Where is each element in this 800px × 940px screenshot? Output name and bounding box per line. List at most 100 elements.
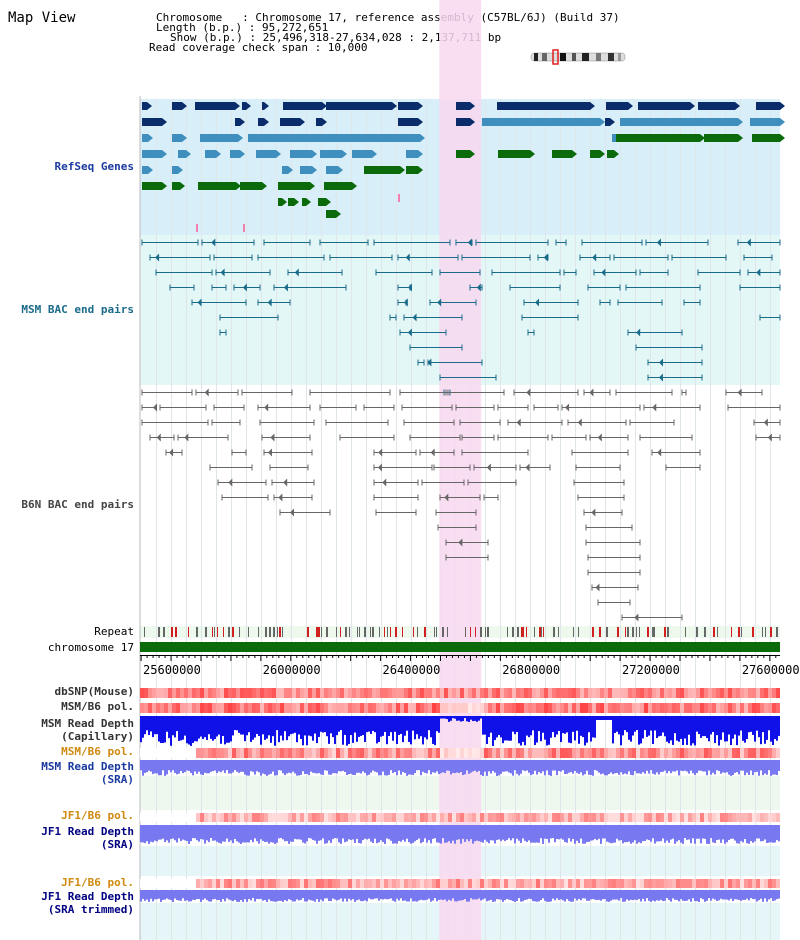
depth-bar — [472, 760, 474, 772]
heat-cell — [336, 879, 340, 888]
track-label-msm-bac[interactable]: MSM BAC end pairs — [21, 303, 134, 316]
depth-bar — [144, 716, 146, 735]
heat-cell — [436, 748, 440, 758]
depth-bar — [680, 825, 682, 843]
depth-bar — [702, 760, 704, 772]
depth-bar — [598, 716, 600, 720]
heat-cell — [440, 879, 444, 888]
track-label-msm-pol-2[interactable]: MSM/B6 pol. — [61, 745, 134, 758]
track-label-jf1-depth-trim-1[interactable]: JF1 Read Depth — [41, 890, 134, 903]
track-label-msm-depth-sra-1[interactable]: MSM Read Depth — [41, 760, 134, 773]
depth-bar — [286, 760, 288, 774]
depth-bar — [520, 760, 522, 774]
depth-bar — [576, 760, 578, 773]
track-label-jf1-pol-1[interactable]: JF1/B6 pol. — [61, 809, 134, 822]
depth-bar — [662, 716, 664, 733]
bac-end-arrow — [382, 478, 387, 487]
heat-cell — [504, 879, 508, 888]
depth-bar — [440, 890, 442, 900]
heat-cell — [156, 813, 160, 822]
bac-end-arrow — [437, 298, 442, 307]
heat-cell — [416, 879, 420, 888]
depth-bar — [398, 716, 400, 736]
bac-end-arrow — [543, 253, 548, 262]
heat-cell — [512, 748, 516, 758]
depth-bar — [404, 760, 406, 774]
bac-end-arrow — [378, 448, 383, 457]
depth-bar — [550, 716, 552, 738]
depth-bar — [570, 760, 572, 773]
heat-cell — [492, 879, 496, 888]
depth-bar — [232, 716, 234, 736]
heat-cell — [756, 748, 760, 758]
depth-bar — [258, 825, 260, 844]
depth-bar — [374, 890, 376, 899]
track-label-msm-pol-1[interactable]: MSM/B6 pol. — [61, 700, 134, 713]
track-label-b6n-bac[interactable]: B6N BAC end pairs — [21, 498, 134, 511]
heat-cell — [380, 813, 384, 822]
depth-bar — [736, 825, 738, 844]
depth-bar — [446, 825, 448, 843]
depth-bar — [356, 890, 358, 901]
heat-cell — [180, 748, 184, 758]
depth-bar — [722, 760, 724, 773]
depth-bar — [700, 890, 702, 899]
track-label-jf1-pol-2[interactable]: JF1/B6 pol. — [61, 876, 134, 889]
depth-bar — [768, 716, 770, 731]
heat-cell — [248, 748, 252, 758]
depth-bar — [602, 890, 604, 900]
depth-bar — [552, 825, 554, 839]
repeat-element — [470, 627, 471, 637]
depth-bar — [530, 760, 532, 776]
depth-bar — [506, 716, 508, 741]
depth-bar — [470, 890, 472, 899]
depth-bar — [592, 825, 594, 841]
depth-bar — [170, 760, 172, 773]
depth-bar — [402, 760, 404, 773]
heat-cell — [760, 813, 764, 822]
heat-cell — [760, 703, 764, 713]
track-label-msm-depth-cap-1[interactable]: MSM Read Depth — [41, 717, 134, 730]
depth-bar — [670, 890, 672, 902]
heat-cell — [756, 688, 760, 698]
track-label-jf1-depth-sra-1[interactable]: JF1 Read Depth — [41, 825, 134, 838]
heat-cell — [244, 748, 248, 758]
heat-cell — [148, 703, 152, 713]
depth-bar — [468, 890, 470, 902]
heat-cell — [172, 688, 176, 698]
heat-cell — [496, 879, 500, 888]
depth-bar — [172, 760, 174, 771]
heat-cell — [176, 748, 180, 758]
heat-cell — [532, 688, 536, 698]
heat-cell — [420, 703, 424, 713]
depth-bar — [280, 825, 282, 839]
depth-bar — [512, 716, 514, 732]
depth-bar — [698, 825, 700, 839]
depth-bar — [740, 890, 742, 901]
depth-bar — [188, 760, 190, 771]
depth-bar — [562, 716, 564, 734]
heat-cell — [168, 688, 172, 698]
heat-cell — [328, 813, 332, 822]
depth-bar — [638, 890, 640, 899]
heat-cell — [412, 879, 416, 888]
heat-cell — [516, 688, 520, 698]
repeat-element — [273, 627, 275, 637]
depth-bar — [292, 716, 294, 734]
heat-cell — [392, 688, 396, 698]
depth-bar — [266, 825, 268, 842]
depth-bar — [344, 716, 346, 735]
depth-bar — [252, 760, 254, 772]
depth-bar — [442, 716, 444, 719]
track-label-refseq[interactable]: RefSeq Genes — [54, 160, 134, 173]
heat-cell — [252, 813, 256, 822]
heat-cell — [160, 688, 164, 698]
track-label-dbsnp[interactable]: dbSNP(Mouse) — [54, 685, 134, 698]
depth-bar — [186, 890, 188, 901]
heat-cell — [280, 748, 284, 758]
gene-feature — [230, 150, 240, 158]
bac-end-arrow — [289, 508, 294, 517]
depth-bar — [582, 716, 584, 738]
bac-end-arrow — [636, 328, 641, 337]
